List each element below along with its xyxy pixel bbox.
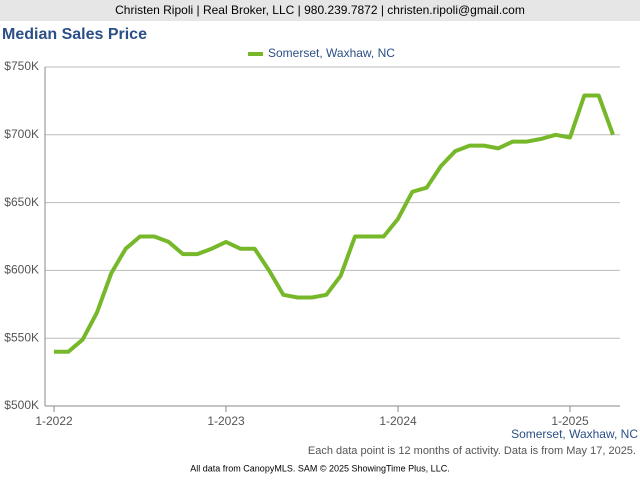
y-tick-label: $700K xyxy=(4,127,39,141)
y-tick-label: $750K xyxy=(4,59,39,73)
footnote: Each data point is 12 months of activity… xyxy=(308,445,636,457)
header-bar xyxy=(0,0,640,21)
legend-label: Somerset, Waxhaw, NC xyxy=(268,46,395,60)
x-tick-label: 1-2022 xyxy=(35,414,73,428)
source: All data from CanopyMLS. SAM © 2025 Show… xyxy=(190,463,449,473)
x-tick-label: 1-2023 xyxy=(207,414,245,428)
series-line xyxy=(54,93,615,354)
series-caption: Somerset, Waxhaw, NC xyxy=(511,427,638,441)
y-tick-label: $600K xyxy=(4,263,39,277)
x-tick-label: 1-2024 xyxy=(379,414,417,428)
x-tick-label: 1-2025 xyxy=(551,414,589,428)
header: Christen Ripoli | Real Broker, LLC | 980… xyxy=(115,3,525,17)
y-tick-label: $650K xyxy=(4,195,39,209)
y-tick-label: $500K xyxy=(4,398,39,412)
y-tick-label: $550K xyxy=(4,330,39,344)
chart-title: Median Sales Price xyxy=(2,26,147,43)
